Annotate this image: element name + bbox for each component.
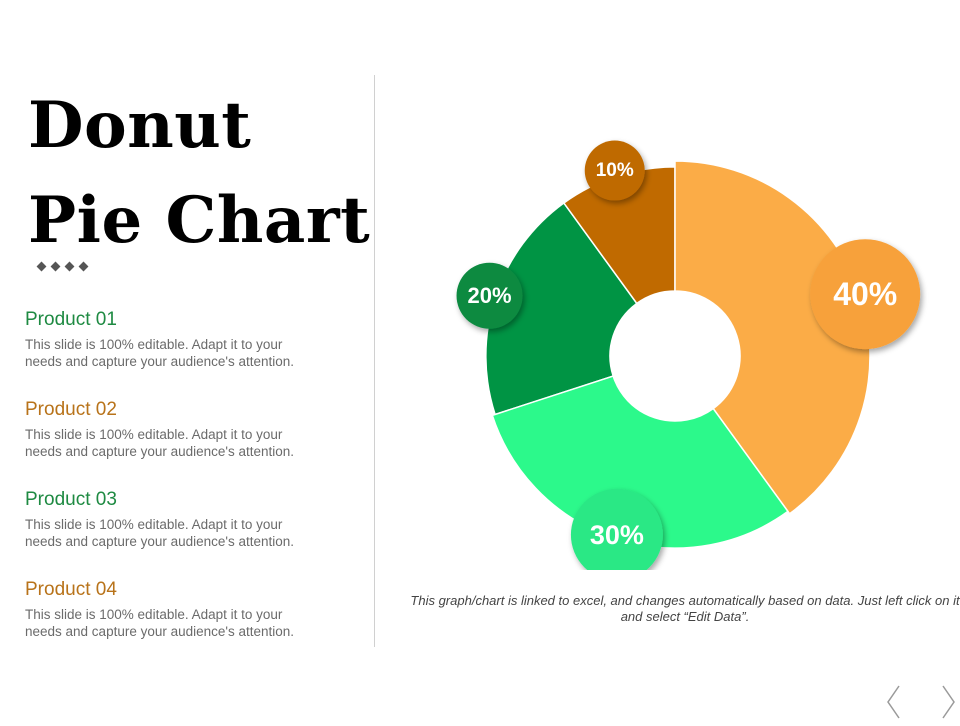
slice-label-bubble: 20% [456, 262, 523, 329]
slice-value-label: 10% [596, 160, 634, 181]
donut-chart[interactable]: 20% 10% 40% 30% [400, 110, 940, 570]
slice-value-label: 30% [590, 520, 644, 550]
product-item: Product 03 This slide is 100% editable. … [25, 489, 295, 579]
chart-footnote: This graph/chart is linked to excel, and… [410, 593, 960, 624]
vertical-divider [374, 75, 375, 647]
product-list: Product 01 This slide is 100% editable. … [25, 309, 295, 669]
product-name: Product 03 [25, 489, 117, 510]
label-bubble-circle [810, 239, 921, 350]
diamond-dot [50, 261, 61, 272]
diamond-dot [36, 261, 47, 272]
label-bubble-circle [456, 262, 523, 329]
previous-slide-button[interactable] [880, 683, 910, 721]
label-bubble-circle [584, 140, 645, 201]
label-bubble-circle [570, 488, 663, 570]
slide-title: Donut Pie Chart [28, 78, 370, 268]
product-name: Product 01 [25, 309, 117, 330]
donut-slice[interactable] [674, 160, 871, 515]
donut-slice[interactable] [491, 375, 789, 549]
chevron-left-icon [887, 685, 900, 719]
product-description: This slide is 100% editable. Adapt it to… [25, 517, 295, 549]
title-line-2: Pie Chart [28, 183, 371, 258]
title-line-1: Donut [28, 88, 252, 163]
decorative-dots [36, 261, 89, 272]
product-description: This slide is 100% editable. Adapt it to… [25, 427, 295, 459]
product-item: Product 02 This slide is 100% editable. … [25, 399, 295, 489]
donut-slice[interactable] [485, 201, 638, 416]
product-description: This slide is 100% editable. Adapt it to… [25, 337, 295, 369]
product-item: Product 04 This slide is 100% editable. … [25, 579, 295, 669]
chevron-right-icon [942, 685, 955, 719]
slice-value-label: 20% [468, 283, 512, 308]
product-name: Product 04 [25, 579, 117, 600]
diamond-dot [78, 261, 89, 272]
product-name: Product 02 [25, 399, 117, 420]
diamond-dot [64, 261, 75, 272]
slice-value-label: 40% [833, 276, 897, 312]
slice-label-bubble: 30% [570, 488, 663, 570]
slice-label-bubble: 40% [810, 239, 921, 350]
product-item: Product 01 This slide is 100% editable. … [25, 309, 295, 399]
next-slide-button[interactable] [932, 683, 960, 721]
product-description: This slide is 100% editable. Adapt it to… [25, 607, 295, 639]
slice-label-bubble: 10% [584, 140, 645, 201]
